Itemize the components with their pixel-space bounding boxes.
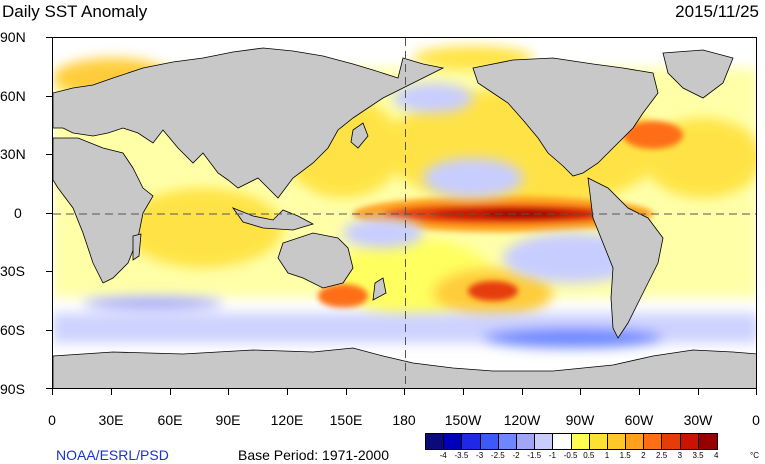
colorbar-swatch	[498, 434, 517, 449]
colorbar-tick-label: -1	[548, 451, 556, 460]
lat-tick	[46, 388, 52, 389]
colorbar-unit: °C	[750, 451, 759, 460]
lon-label-60e: 60E	[157, 412, 183, 428]
colorbar-tick-label: 1.5	[619, 451, 631, 460]
colorbar-swatch	[516, 434, 536, 449]
sst-map	[52, 37, 757, 389]
lon-label-150w: 150W	[444, 412, 482, 428]
lon-label-30w: 30W	[683, 412, 713, 428]
lon-tick	[346, 389, 347, 395]
colorbar-swatch	[462, 434, 481, 449]
colorbar-swatch	[680, 434, 699, 449]
colorbar-swatch	[589, 434, 608, 449]
land-masses	[53, 47, 756, 388]
colorbar	[425, 433, 718, 450]
lon-tick	[756, 389, 757, 395]
lon-label-180: 180	[392, 412, 416, 428]
base-period-label: Base Period: 1971-2000	[238, 447, 389, 463]
lat-tick	[46, 37, 52, 38]
land-new-zealand	[372, 277, 387, 301]
sst-map-canvas	[53, 38, 756, 388]
colorbar-swatch	[698, 434, 717, 449]
credit-label: NOAA/ESRL/PSD	[56, 447, 169, 463]
lat-tick	[46, 96, 52, 97]
colorbar-tick-label: 3	[677, 451, 683, 460]
colorbar-tick-label: -4	[439, 451, 447, 460]
lon-tick	[639, 389, 640, 395]
lat-tick	[46, 154, 52, 155]
lon-tick	[111, 389, 112, 395]
colorbar-tick-label: 1	[604, 451, 610, 460]
colorbar-swatch	[571, 434, 590, 449]
lon-label-120e: 120E	[270, 412, 304, 428]
lon-tick	[404, 389, 405, 395]
lon-label-30e: 30E	[98, 412, 124, 428]
colorbar-tick-label: -1.5	[527, 451, 542, 460]
colorbar-swatch	[480, 434, 499, 449]
colorbar-tick-label: -3.5	[454, 451, 469, 460]
lon-label-60w: 60W	[624, 412, 654, 428]
lon-tick	[228, 389, 229, 395]
lon-tick	[170, 389, 171, 395]
colorbar-swatch	[444, 434, 463, 449]
lon-label-90e: 90E	[215, 412, 241, 428]
lat-label-60n: 60N	[0, 88, 26, 104]
land-japan	[350, 122, 369, 149]
colorbar-swatch	[662, 434, 681, 449]
colorbar-tick-label: -2	[512, 451, 520, 460]
colorbar-swatch	[426, 434, 445, 449]
colorbar-tick-label: 3.5	[692, 451, 704, 460]
colorbar-swatch	[626, 434, 645, 449]
map-title: Daily SST Anomaly	[2, 2, 148, 21]
colorbar-swatch	[535, 434, 554, 449]
lon-tick	[287, 389, 288, 395]
lat-tick	[46, 330, 52, 331]
lat-label-90n: 90N	[0, 29, 26, 45]
map-date: 2015/11/25	[675, 2, 759, 21]
lon-tick	[52, 389, 53, 395]
land-greenland	[662, 49, 734, 99]
colorbar-swatch	[644, 434, 663, 449]
lat-label-equator: 0	[14, 205, 22, 221]
lat-label-60s: 60S	[0, 322, 25, 338]
lat-label-30n: 30N	[0, 146, 26, 162]
colorbar-tick-label: 2.5	[656, 451, 668, 460]
lon-tick	[522, 389, 523, 395]
colorbar-tick-label: 4	[713, 451, 719, 460]
land-antarctica	[53, 347, 756, 388]
land-madagascar	[132, 233, 142, 261]
lon-label-150e: 150E	[329, 412, 363, 428]
lat-tick	[46, 271, 52, 272]
colorbar-tick-label: -2.5	[490, 451, 505, 460]
colorbar-tick-label: -3	[476, 451, 484, 460]
lon-tick	[580, 389, 581, 395]
lat-label-90s: 90S	[0, 381, 25, 397]
lon-label-0: 0	[48, 412, 56, 428]
land-eurasia	[53, 47, 445, 199]
lon-label-120w: 120W	[503, 412, 541, 428]
lon-tick	[698, 389, 699, 395]
land-north-america	[472, 57, 659, 177]
land-indonesia	[231, 207, 315, 231]
colorbar-tick-label: 0.5	[583, 451, 595, 460]
lon-label-0-east: 0	[752, 412, 760, 428]
lat-label-30s: 30S	[0, 263, 25, 279]
lon-tick	[463, 389, 464, 395]
land-australia	[277, 232, 354, 289]
colorbar-swatch	[553, 434, 572, 449]
colorbar-tick-label: 2	[641, 451, 646, 460]
lat-tick	[46, 213, 52, 214]
colorbar-swatch	[607, 434, 627, 449]
land-south-america	[587, 177, 664, 339]
colorbar-tick-label: -0.5	[563, 451, 578, 460]
lon-label-90w: 90W	[565, 412, 595, 428]
